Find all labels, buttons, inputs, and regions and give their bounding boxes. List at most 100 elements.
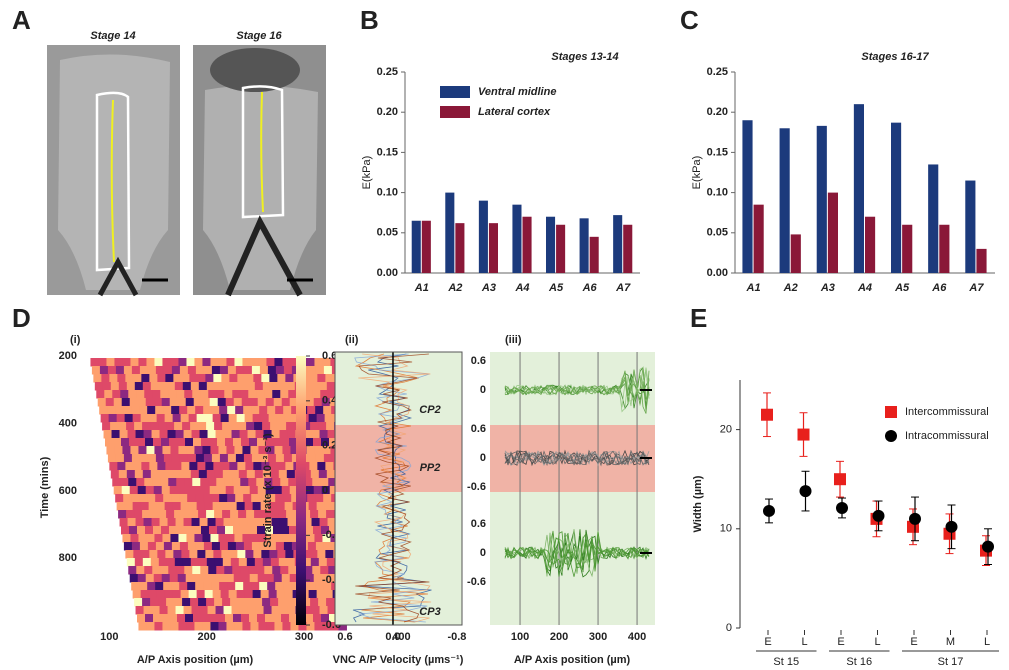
heatmap-cell	[216, 478, 225, 487]
heatmap-cell	[284, 590, 294, 599]
heatmap-cell	[275, 582, 284, 591]
x-tick-label: A2	[783, 282, 798, 294]
heatmap-cell	[228, 590, 238, 599]
heatmap-cell	[155, 454, 165, 463]
colorbar	[296, 356, 306, 625]
x-axis-label: A/P Axis position (µm)	[514, 654, 631, 666]
y-tick-label: 0.6	[471, 518, 486, 530]
heatmap-cell	[210, 358, 219, 367]
heatmap-cell	[199, 606, 209, 615]
heatmap-cell	[230, 598, 239, 607]
bar	[939, 224, 950, 273]
heatmap-cell	[319, 606, 329, 615]
x-tick-label: 200	[550, 631, 568, 643]
heatmap-cell	[265, 486, 275, 495]
heatmap-cell	[236, 590, 246, 599]
heatmap-cell	[273, 398, 283, 407]
heatmap-cell	[213, 550, 222, 559]
heatmap-cell	[192, 390, 201, 399]
heatmap-cell	[188, 590, 198, 599]
heatmap-cell	[149, 374, 158, 383]
heatmap-cell	[281, 574, 291, 583]
heatmap-cell	[289, 614, 298, 623]
heatmap-cell	[203, 454, 213, 463]
heatmap-cell	[124, 502, 134, 511]
heatmap-cell	[174, 558, 184, 567]
heatmap-cell	[153, 486, 163, 495]
heatmap-cell	[267, 406, 276, 415]
heatmap-cell	[118, 470, 128, 479]
heatmap-cell	[225, 526, 234, 535]
heatmap-cell	[160, 390, 169, 399]
heatmap-cell	[155, 366, 165, 375]
heatmap-cell	[324, 590, 334, 599]
heatmap-cell	[270, 558, 280, 567]
heatmap-cell	[262, 470, 272, 479]
heatmap-cell	[305, 574, 315, 583]
heatmap-cell	[178, 358, 187, 367]
heatmap-cell	[254, 422, 263, 431]
heatmap-cell	[307, 542, 317, 551]
heatmap-cell	[305, 398, 315, 407]
heatmap-cell	[263, 606, 273, 615]
heatmap-cell	[314, 358, 323, 367]
heatmap-cell	[142, 598, 151, 607]
heatmap-cell	[235, 454, 245, 463]
bar	[445, 192, 455, 273]
heatmap-cell	[137, 574, 147, 583]
heatmap-cell	[153, 574, 163, 583]
heatmap-cell	[243, 494, 252, 503]
heatmap-cell	[326, 558, 336, 567]
heatmap-cell	[304, 390, 313, 399]
heatmap-cell	[205, 374, 214, 383]
heatmap-cell	[324, 502, 334, 511]
y-tick-label: 0	[480, 384, 486, 396]
heatmap-cell	[141, 550, 150, 559]
heatmap-cell	[134, 422, 143, 431]
marker	[836, 501, 848, 514]
heatmap-cell	[147, 406, 156, 415]
heatmap-cell	[137, 526, 146, 535]
heatmap-cell	[286, 422, 295, 431]
heatmap-cell	[171, 366, 181, 375]
heatmap-cell	[168, 566, 177, 575]
heatmap-cell	[288, 390, 297, 399]
heatmap-cell	[279, 518, 289, 527]
heatmap-cell	[121, 486, 131, 495]
heatmap-cell	[123, 366, 133, 375]
heatmap-cell	[262, 598, 271, 607]
bar	[742, 120, 753, 274]
heatmap-cell	[195, 406, 204, 415]
heatmap-cell	[277, 462, 286, 471]
heatmap-cell	[258, 358, 267, 367]
heatmap-cell	[322, 622, 331, 631]
heatmap-cell	[262, 558, 272, 567]
heatmap-cell	[313, 574, 323, 583]
heatmap-cell	[315, 366, 325, 375]
heatmap-cell	[210, 622, 219, 631]
heatmap-cell	[192, 566, 201, 575]
heatmap-cell	[198, 422, 207, 431]
heatmap-cell	[108, 414, 118, 423]
x-tick-label: E	[837, 636, 844, 648]
heatmap-cell	[283, 406, 292, 415]
midline	[260, 91, 264, 213]
heatmap-cell	[212, 502, 222, 511]
heatmap-cell	[285, 550, 294, 559]
heatmap-cell	[166, 598, 175, 607]
heatmap-cell	[233, 574, 243, 583]
heatmap-cell	[283, 366, 293, 375]
heatmap-cell	[130, 446, 139, 455]
heatmap-cell	[171, 542, 181, 551]
heatmap-cell	[236, 502, 246, 511]
heatmap-cell	[233, 526, 242, 535]
heatmap-cell	[154, 534, 163, 543]
heatmap-cell	[178, 622, 187, 631]
heatmap-cell	[303, 518, 313, 527]
heatmap-cell	[113, 486, 123, 495]
heatmap-cell	[149, 462, 158, 471]
midline	[110, 99, 115, 263]
heatmap-cell	[240, 478, 249, 487]
legend-swatch	[440, 86, 470, 98]
heatmap-cell	[144, 390, 153, 399]
